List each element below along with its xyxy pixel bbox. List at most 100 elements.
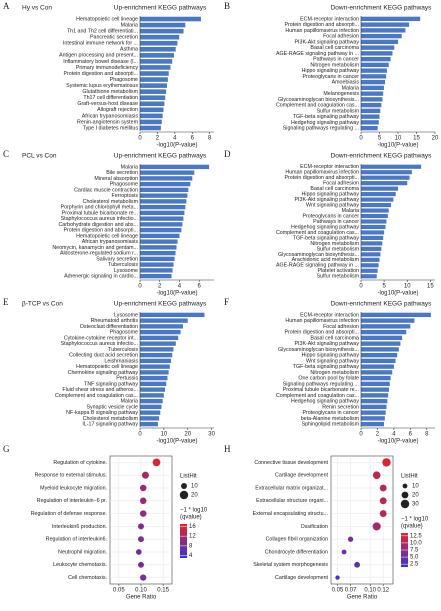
category-label: Extracellular matrix organizat...	[255, 485, 328, 491]
category-label: Glutathione metabolism	[82, 89, 138, 95]
bar	[361, 62, 389, 68]
category-label: Protein digestion and absorpti...	[64, 228, 139, 234]
bar	[140, 318, 188, 323]
category-label: Tuberculosis	[108, 262, 138, 268]
bar	[361, 33, 402, 39]
dot	[140, 574, 147, 581]
bar	[140, 40, 178, 46]
bar	[140, 268, 173, 273]
chart-title: Down-enrichment KEGG pathways	[331, 301, 433, 308]
category-label: Protein digestion and absorpti...	[285, 22, 360, 28]
bar	[361, 224, 386, 230]
color-tick-label: 12	[189, 534, 196, 540]
x-axis-label: -log10(P-value)	[156, 291, 197, 297]
bar	[361, 97, 383, 102]
color-legend-title: (qvalue)	[180, 515, 202, 521]
size-legend-label: 20	[191, 493, 198, 499]
color-tick-label: 7.5	[410, 548, 419, 554]
dot	[135, 549, 142, 555]
x-tick-label: 0	[138, 284, 142, 290]
bar	[361, 421, 385, 427]
bar	[361, 241, 383, 246]
category-label: Chemokine signaling pathway	[68, 370, 139, 376]
category-label: Pertussis	[116, 376, 138, 382]
bar	[140, 410, 161, 415]
category-label: Interleukin6 production.	[52, 524, 107, 530]
category-label: Regulation of cytokine.	[53, 460, 107, 466]
size-legend-title: ListHit	[180, 474, 197, 480]
bar	[361, 102, 382, 108]
chart-title: Down-enrichment KEGG pathways	[331, 153, 433, 160]
bar	[361, 186, 398, 191]
category-label: Protein digestion and absorpti...	[285, 330, 360, 336]
category-label: Staphylococcus aureus infectio...	[61, 216, 138, 222]
dot	[138, 536, 144, 543]
bar	[140, 181, 191, 187]
x-tick-label: 30	[208, 432, 215, 438]
x-tick-label: 4	[178, 284, 182, 290]
bar	[140, 381, 167, 387]
category-label: NF-kappa B signaling pathway	[66, 410, 138, 416]
x-tick-label: 0.05	[113, 588, 125, 594]
bar	[361, 79, 386, 85]
chart-title: Up-enrichment KEGG pathways	[114, 301, 207, 308]
category-label: ECM-receptor interaction	[300, 164, 359, 170]
x-tick-label: 2	[158, 284, 162, 290]
category-label: Ferroptosis	[112, 193, 139, 199]
bar	[361, 364, 394, 369]
category-label: Wnt signaling pathway	[306, 202, 359, 208]
category-label: PI3K-Akt signaling pathway	[295, 39, 360, 45]
category-label: Cytokine-cytokine receptor int...	[64, 335, 138, 341]
bar	[140, 341, 176, 346]
category-label: Hippo signaling pathway	[302, 68, 360, 74]
category-label: Aldosterone-regulated sodium r...	[60, 251, 138, 257]
bar	[140, 398, 163, 404]
x-tick-label: 0.05	[332, 588, 344, 594]
bar	[361, 85, 384, 91]
category-label: Inflammatory bowel disease (I...	[63, 59, 138, 65]
x-tick-label: 6	[409, 432, 413, 438]
bar	[140, 227, 182, 233]
panel-group: Hy vs Con	[22, 5, 52, 12]
bar	[361, 352, 398, 358]
category-label: Cholesterol metabolism	[83, 199, 139, 205]
bar	[140, 34, 180, 40]
dot	[141, 471, 149, 479]
category-label: beta-Alanine metabolism	[301, 416, 360, 422]
category-label: Platelet activation	[317, 268, 359, 274]
panel-letter: A	[3, 1, 10, 11]
category-label: Tuberculosis	[108, 347, 138, 353]
category-label: Proteoglycans in cancer	[302, 213, 359, 219]
bar	[361, 192, 396, 197]
category-label: Basal cell carcinoma	[310, 186, 359, 192]
category-label: Pathways in cancer	[313, 219, 359, 225]
size-legend-dot	[400, 499, 410, 509]
bar	[361, 170, 412, 175]
dot	[139, 497, 147, 505]
color-tick-label: 12.5	[410, 533, 422, 539]
category-label: Renin secretion	[322, 404, 359, 410]
panel-letter: D	[224, 149, 231, 159]
bar	[140, 16, 201, 22]
x-tick-label: 5	[378, 136, 382, 142]
dot	[341, 549, 347, 555]
category-label: Graft-versus-host disease	[77, 101, 138, 107]
dot	[379, 510, 387, 518]
category-label: Porphyrin and chlorophyll meta...	[61, 205, 138, 211]
x-tick-label: 6	[198, 284, 202, 290]
category-label: Carbohydrate digestion and abs...	[58, 222, 138, 228]
category-label: TNF signaling pathway	[84, 381, 138, 387]
dot	[372, 471, 381, 480]
category-label: Synaptic vesicle cycle	[86, 404, 138, 410]
bar	[140, 46, 176, 52]
panel-letter: E	[3, 297, 9, 307]
bar	[140, 125, 161, 131]
category-label: Nitrogen metabolism	[310, 62, 359, 68]
bar	[140, 245, 177, 250]
category-label: Hedgehog signaling pathway	[291, 224, 359, 230]
size-legend-title: ListHit	[401, 474, 418, 480]
category-label: Myeloid leukocyte migration.	[40, 485, 107, 491]
size-legend-dot	[181, 483, 187, 489]
category-label: Human papillomavirus infection	[285, 170, 359, 176]
x-tick-label: 10	[161, 432, 168, 438]
